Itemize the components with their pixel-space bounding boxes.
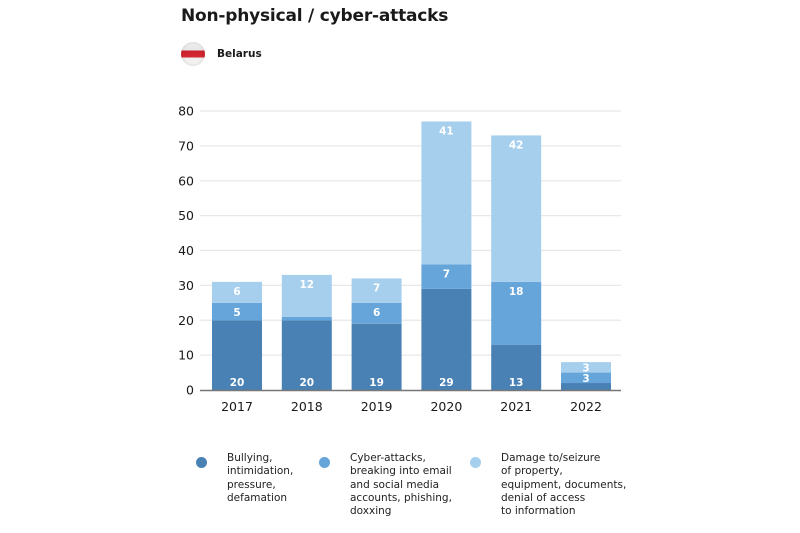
y-tick-label: 30 <box>178 278 194 293</box>
legend-item-damage-seizure: Damage to/seizure of property, equipment… <box>470 452 626 518</box>
bar-segment <box>491 281 542 345</box>
bar-segment <box>212 320 262 390</box>
bar-segment <box>421 264 472 289</box>
bar-segment <box>561 362 611 373</box>
data-label: 41 <box>439 125 454 137</box>
bar-segment <box>421 288 472 390</box>
bar-stack-2018 <box>281 274 332 390</box>
data-label: 3 <box>582 373 589 385</box>
y-tick-label: 20 <box>178 313 194 328</box>
bar-segment <box>281 320 332 390</box>
x-tick-label: 2021 <box>500 399 532 414</box>
y-axis-ticks: 0 10 20 30 40 50 60 70 80 <box>178 104 194 398</box>
data-label: 7 <box>373 282 380 294</box>
stacked-bar-chart: 0 10 20 30 40 50 60 70 80 20 5 6 20 12 19 6 7 29 7 41 13 18 4… <box>178 104 621 414</box>
legend-label-bullying: Bullying, intimidation, pressure, defama… <box>227 452 294 504</box>
chart-title: Non-physical / cyber-attacks <box>181 6 449 26</box>
bar-segment <box>561 372 611 384</box>
y-tick-label: 40 <box>178 243 194 258</box>
bar-segment <box>561 383 611 390</box>
bar-segment <box>351 323 402 390</box>
legend-item-bullying: Bullying, intimidation, pressure, defama… <box>196 452 293 505</box>
data-labels: 20 5 6 20 12 19 6 7 29 7 41 13 18 42 33 <box>230 125 590 389</box>
bar-segment <box>491 344 542 390</box>
bar-segment <box>281 274 332 317</box>
bar-segment <box>491 135 542 282</box>
bar-stack-2020 <box>421 121 472 390</box>
data-label: 18 <box>509 286 524 298</box>
belarus-flag-icon <box>181 42 205 66</box>
data-label: 6 <box>373 307 380 319</box>
x-tick-label: 2020 <box>430 399 462 414</box>
data-label: 5 <box>233 307 240 319</box>
x-axis-ticks: 2017 2018 2019 2020 2021 2022 <box>221 399 602 414</box>
bar-stack-2021 <box>491 135 542 390</box>
bar-segment <box>351 302 402 324</box>
country-label: Belarus <box>217 48 262 60</box>
bar-segment <box>351 278 402 303</box>
bars <box>212 121 611 390</box>
data-label: 12 <box>299 279 314 291</box>
bar-stack-2022 <box>561 362 611 390</box>
data-label: 6 <box>233 286 240 298</box>
data-label: 7 <box>443 268 450 280</box>
y-tick-label: 60 <box>178 173 194 188</box>
y-tick-label: 10 <box>178 348 194 363</box>
data-label: 29 <box>439 377 454 389</box>
x-tick-label: 2022 <box>570 399 602 414</box>
legend-dot-damage-seizure <box>470 457 481 468</box>
bar-segment <box>212 281 262 303</box>
y-tick-label: 50 <box>178 208 194 223</box>
y-tick-label: 70 <box>178 138 194 153</box>
data-label: 3 <box>582 363 589 375</box>
bar-segment <box>421 121 472 265</box>
bar-stack-2017 <box>212 281 262 390</box>
data-label: 20 <box>230 377 245 389</box>
bar-stack-2019 <box>351 278 402 390</box>
country-tag: Belarus <box>181 42 262 66</box>
data-label: 13 <box>509 377 524 389</box>
legend-dot-bullying <box>196 457 207 468</box>
x-tick-label: 2019 <box>361 399 393 414</box>
legend-label-cyber-attacks: Cyber-attacks, breaking into email and s… <box>350 452 452 518</box>
legend-dot-cyber-attacks <box>319 457 330 468</box>
x-tick-label: 2017 <box>221 399 253 414</box>
bar-segment <box>212 302 262 321</box>
legend-label-damage-seizure: Damage to/seizure of property, equipment… <box>501 452 627 518</box>
bar-segment <box>281 316 332 321</box>
data-label: 20 <box>299 377 314 389</box>
y-tick-label: 0 <box>186 383 194 398</box>
gridlines <box>200 110 621 356</box>
x-tick-label: 2018 <box>291 399 323 414</box>
legend-item-cyber-attacks: Cyber-attacks, breaking into email and s… <box>319 452 452 518</box>
y-tick-label: 80 <box>178 104 194 119</box>
data-label: 42 <box>509 139 524 151</box>
data-label: 19 <box>369 377 384 389</box>
